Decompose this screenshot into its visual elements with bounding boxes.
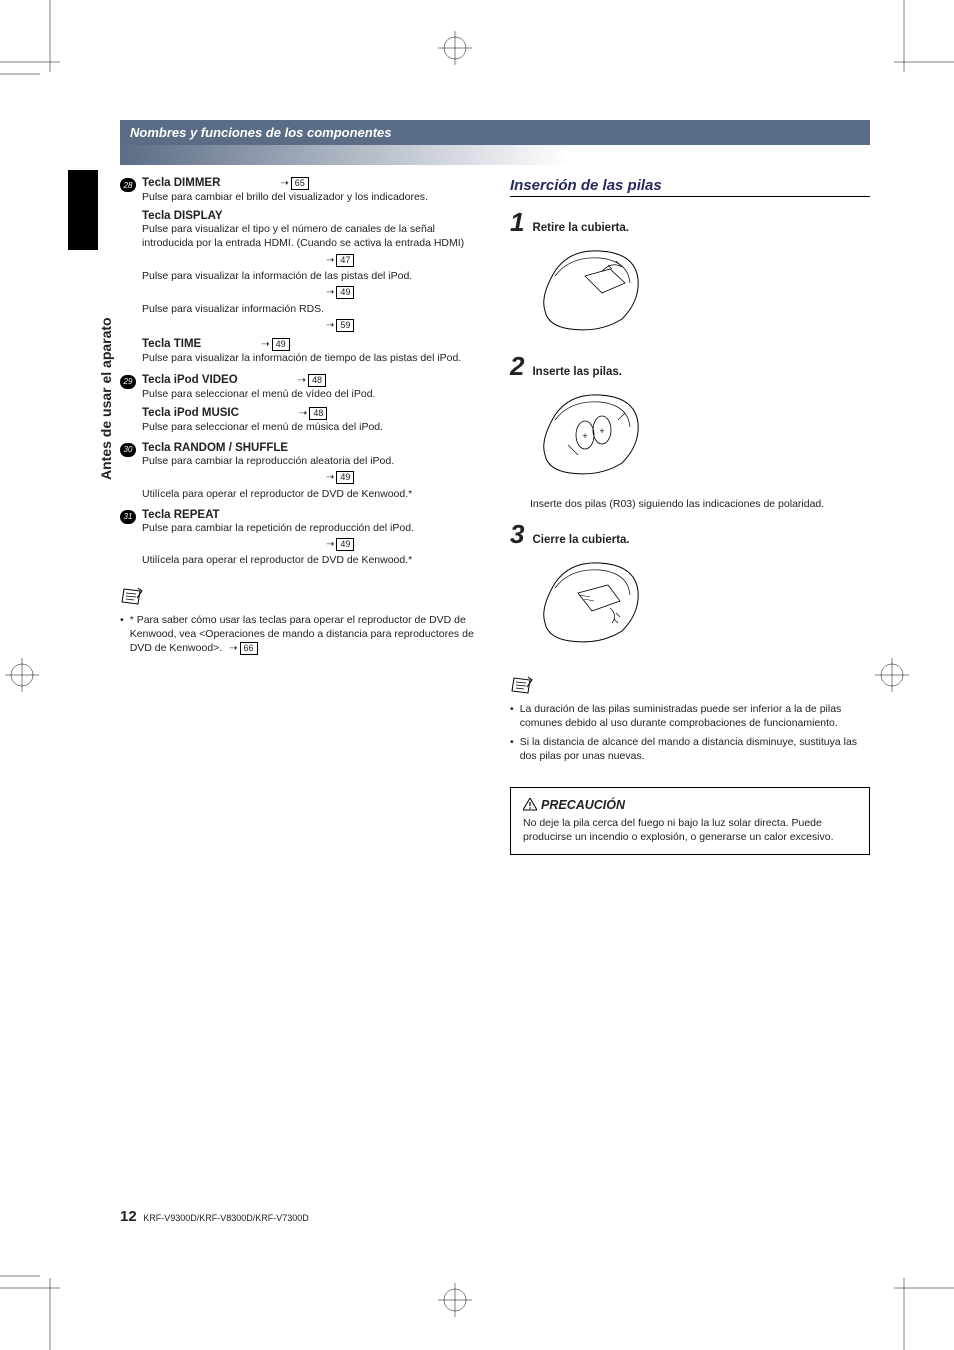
page-ref: ➝49 [322,537,480,552]
page-ref: ➝48 [298,374,326,387]
step-number: 3 [510,521,524,547]
enum-badge: 28 [120,178,136,192]
page-number: 12 [120,1208,137,1225]
key-desc: Pulse para cambiar el brillo del visuali… [142,190,480,204]
step-note: Inserte dos pilas (R03) siguiendo las in… [530,497,870,511]
page-ref: ➝59 [322,318,480,333]
note-icon [510,675,534,695]
key-title: Tecla DISPLAY [142,210,223,222]
page-ref: ➝47 [322,253,480,268]
enum-badge: 31 [120,510,136,524]
note-item: La duración de las pilas suministradas p… [510,702,870,730]
footnote-ref: 66 [240,642,258,655]
remote-illustration: ++ [530,385,650,480]
right-notes: La duración de las pilas suministradas p… [510,702,870,763]
step: 2 Inserte las pilas. [510,353,870,379]
enum-badge: 30 [120,443,136,457]
page-content: Nombres y funciones de los componentes 2… [120,120,870,855]
key-desc: Pulse para visualizar información RDS. [142,302,480,316]
key-desc: Utilícela para operar el reproductor de … [142,487,480,501]
warning-icon [523,798,537,811]
remote-illustration [530,553,650,648]
left-column: 28 Tecla DIMMER ➝65Pulse para cambiar el b… [120,177,480,855]
key-desc: Pulse para cambiar la reproducción aleat… [142,454,480,468]
svg-text:+: + [599,426,604,436]
page-ref: ➝49 [322,470,480,485]
key-title: Tecla TIME [142,338,201,350]
key-desc: Pulse para visualizar la información de … [142,269,480,283]
step: 1 Retire la cubierta. [510,209,870,235]
caution-title: PRECAUCIÓN [541,798,625,812]
page-tab [68,170,98,250]
enum-item: 30 Tecla RANDOM / SHUFFLEPulse para cambi… [120,442,480,507]
svg-text:+: + [582,431,587,441]
key-title: Tecla DIMMER [142,177,220,189]
footnote-text: * Para saber cómo usar las teclas para o… [130,614,474,654]
step-illustration [530,241,870,339]
key-desc: Pulse para seleccionar el menú de vídeo … [142,387,480,401]
key-title: Tecla iPod MUSIC [142,407,239,419]
section-header: Nombres y funciones de los componentes [120,120,870,145]
key-desc: Pulse para cambiar la repetición de repr… [142,521,480,535]
step-illustration [530,553,870,651]
right-section-title: Inserción de las pilas [510,177,870,197]
header-gradient [120,145,870,165]
step: 3 Cierre la cubierta. [510,521,870,547]
step-illustration: ++ [530,385,870,483]
enum-item: 28 Tecla DIMMER ➝65Pulse para cambiar el b… [120,177,480,372]
key-desc: Pulse para seleccionar el menú de música… [142,420,480,434]
caution-body: No deje la pila cerca del fuego ni bajo … [523,816,857,844]
caution-box: PRECAUCIÓN No deje la pila cerca del fue… [510,787,870,855]
step-number: 1 [510,209,524,235]
remote-illustration [530,241,650,336]
page-ref: ➝49 [322,285,480,300]
model-list: KRF-V9300D/KRF-V8300D/KRF-V7300D [143,1213,309,1223]
step-title: Retire la cubierta. [532,222,629,234]
enum-badge: 29 [120,375,136,389]
step-number: 2 [510,353,524,379]
right-column: Inserción de las pilas 1 Retire la cubier… [510,177,870,855]
key-desc: Pulse para visualizar la información de … [142,351,480,365]
step-title: Inserte las pilas. [532,366,622,378]
footnote-list: * Para saber cómo usar las teclas para o… [120,613,480,656]
side-label: Antes de usar el aparato [98,317,114,480]
page-ref: ➝65 [280,177,308,190]
key-desc: Utilícela para operar el reproductor de … [142,553,480,567]
note-icon [120,586,144,606]
page-ref: ➝49 [261,338,289,351]
key-title: Tecla RANDOM / SHUFFLE [142,442,288,454]
enum-item: 31 Tecla REPEATPulse para cambiar la repe… [120,509,480,574]
key-desc: Pulse para visualizar el tipo y el númer… [142,222,480,250]
step-title: Cierre la cubierta. [532,534,629,546]
page-footer: 12 KRF-V9300D/KRF-V8300D/KRF-V7300D [120,1208,309,1225]
page-ref: ➝48 [299,407,327,420]
key-title: Tecla iPod VIDEO [142,374,238,386]
key-title: Tecla REPEAT [142,509,220,521]
note-item: Si la distancia de alcance del mando a d… [510,735,870,763]
enum-item: 29Tecla iPod VIDEO➝48Pulse para seleccio… [120,374,480,440]
